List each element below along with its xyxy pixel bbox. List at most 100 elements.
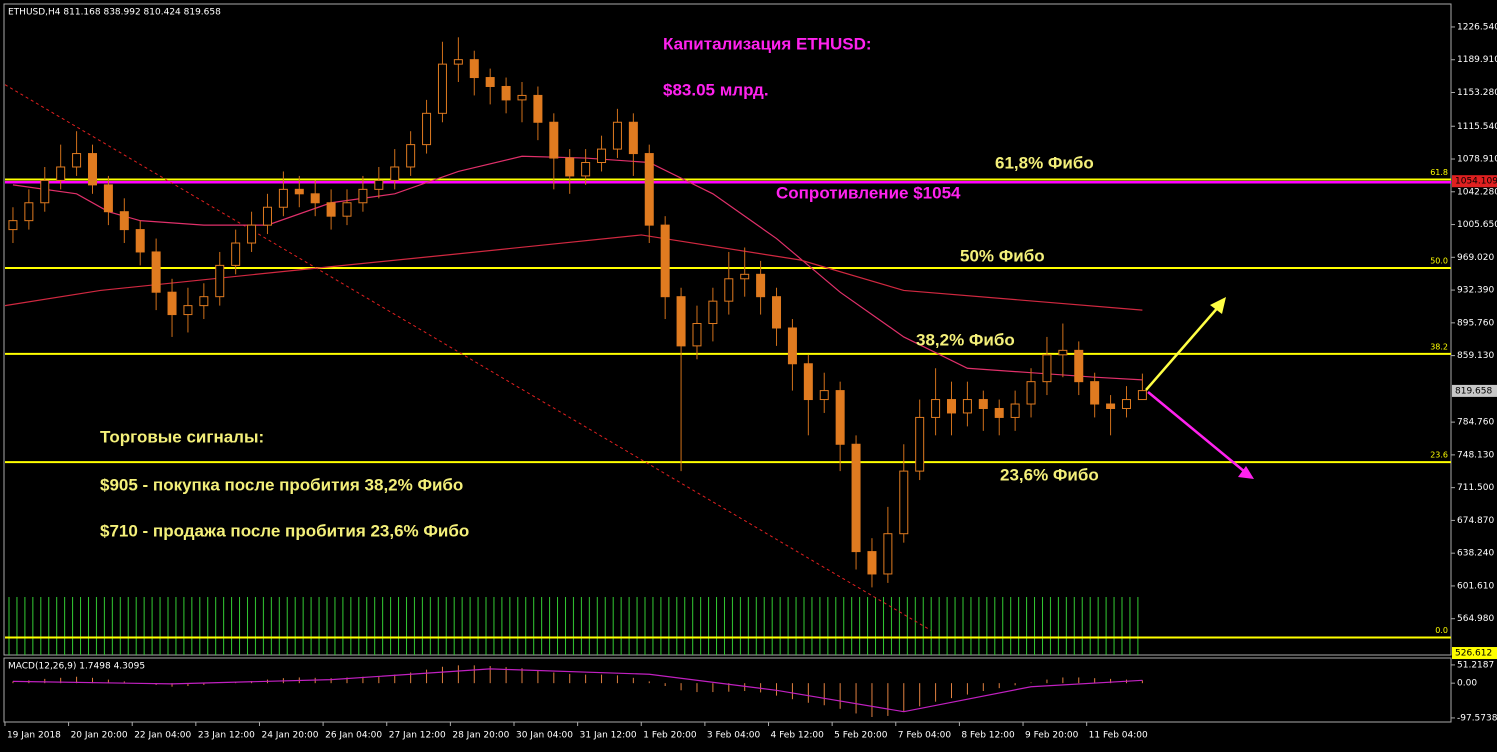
candle-body [803,363,813,401]
x-tick-label: 11 Feb 04:00 [1089,731,1148,741]
y-tick-label: 1078.910 [1457,155,1497,165]
macd-panel [3,657,1452,723]
macd-signal [12,668,1143,713]
x-tick-label: 8 Feb 12:00 [961,731,1015,741]
candle-body [947,399,957,414]
y-tick-label: 895.760 [1457,318,1494,328]
candle-body [819,390,829,401]
fib-level-label: 0.0 [1435,626,1448,635]
candle-body [422,112,432,146]
fib-level-label: 38.2 [1430,342,1448,351]
candle-body [756,273,766,298]
candle-body [724,278,734,302]
candle-body [199,296,209,307]
annotation: $905 - покупка после пробития 38,2% Фибо [100,475,463,494]
y-tick-label: 638.240 [1457,549,1494,559]
candle-body [278,188,288,208]
y-tick-label: 1226.540 [1457,22,1497,32]
candle-body [374,179,384,190]
annotation: 38,2% Фибо [916,330,1015,349]
candle-body [167,291,177,316]
fib-level-label: 50.0 [1430,257,1448,266]
x-tick-label: 4 Feb 12:00 [771,731,825,741]
candle-body [326,202,336,217]
candle-body [628,121,638,155]
candle-body [978,399,988,409]
annotation: 61,8% Фибо [995,153,1094,172]
candle-body [294,188,304,195]
candle-body [962,399,972,414]
y-tick-label: 784.760 [1457,418,1494,428]
y-tick-label: 564.980 [1457,614,1494,624]
annotation: $710 - продажа после пробития 23,6% Фибо [100,521,469,540]
price-box-label: 526.612 [1455,649,1492,659]
arrow-down [1147,391,1254,479]
x-tick-label: 20 Jan 20:00 [71,731,128,741]
candle-body [835,390,845,445]
x-tick-label: 24 Jan 20:00 [261,731,318,741]
candle-body [342,202,352,217]
candle-body [1058,349,1068,356]
annotation: Капитализация ETHUSD: [663,34,872,53]
x-tick-label: 7 Feb 04:00 [898,731,952,741]
candle-body [772,296,782,329]
macd-y-tick-label: 51.2187 [1457,660,1494,670]
x-tick-label: 3 Feb 04:00 [707,731,761,741]
y-tick-label: 969.020 [1457,253,1494,263]
x-tick-label: 27 Jan 12:00 [389,731,446,741]
candle-body [262,206,272,226]
annotation: 50% Фибо [960,246,1045,265]
trendline [4,84,932,631]
fib-level-label: 61.8 [1430,168,1448,177]
annotation: 23,6% Фибо [1000,465,1099,484]
x-tick-label: 26 Jan 04:00 [325,731,382,741]
candle-body [931,399,941,418]
x-tick-label: 31 Jan 12:00 [580,731,637,741]
candle-body [56,166,66,181]
candle-body [231,242,241,266]
candle-body [103,184,113,213]
y-tick-label: 1115.540 [1457,122,1497,132]
header: ETHUSD,H4 811.168 838.992 810.424 819.65… [8,8,221,18]
candle-body [883,533,893,575]
candle-body [787,327,797,365]
candle-body [549,121,559,159]
arrow-up [1145,297,1226,391]
candle-body [247,224,257,244]
fib-level-label: 23.6 [1430,451,1448,460]
candle-body [708,300,718,325]
y-tick-label: 748.130 [1457,450,1494,460]
annotation: Сопротивление $1054 [776,183,961,202]
macd-y-tick-label: 0.00 [1457,679,1477,689]
candle-body [135,229,145,253]
candle-body [1026,381,1036,405]
candle-body [644,153,654,226]
y-tick-label: 859.130 [1457,351,1494,361]
candle-body [565,157,575,177]
candle-body [899,470,909,535]
macd-title: MACD(12,26,9) 1.7498 4.3095 [8,662,145,672]
price-box-label: 1054.109 [1455,177,1497,187]
x-tick-label: 30 Jan 04:00 [516,731,573,741]
candle-body [581,162,591,177]
volume-bars [5,597,1143,655]
moving-average [4,234,1143,311]
candle-body [915,416,925,472]
candle-body [660,224,670,298]
candle-body [1010,403,1020,418]
y-tick-label: 932.390 [1457,286,1494,296]
candle-body [87,153,97,186]
price-box [1452,175,1497,188]
candle-body [437,63,447,114]
x-tick-label: 22 Jan 04:00 [134,731,191,741]
candle-body [24,202,34,222]
candle-body [1121,399,1131,409]
y-tick-label: 1005.650 [1457,220,1497,230]
candle-body [612,121,622,150]
candle-body [851,443,861,553]
x-tick-label: 1 Feb 20:00 [643,731,697,741]
y-tick-label: 1153.280 [1457,88,1497,98]
candle-body [501,85,511,101]
candle-body [119,211,129,231]
price-panel [3,3,1452,656]
